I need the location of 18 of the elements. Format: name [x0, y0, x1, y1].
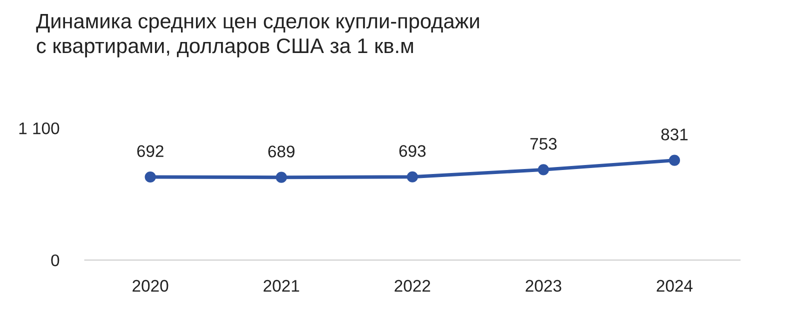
- x-tick-label: 2020: [132, 280, 168, 292]
- data-label: 693: [399, 145, 426, 157]
- data-label: 689: [268, 146, 294, 158]
- point: [538, 164, 549, 176]
- data-label: 692: [137, 145, 164, 158]
- x-tick-label: 2024: [656, 280, 693, 292]
- y-tick-label: 0: [51, 254, 60, 266]
- point: [144, 171, 156, 183]
- point: [406, 171, 418, 182]
- chart-title: Динамика средних цен сделок купли-продажи с квартирами, долларов США за 1 кв.м: [36, 14, 479, 58]
- data-label: 753: [530, 138, 557, 150]
- x-tick-label: 2021: [264, 280, 300, 292]
- y-tick-label: 1 100: [19, 122, 60, 134]
- point: [668, 154, 680, 166]
- x-tick-label: 2023: [526, 280, 562, 292]
- data-label: 831: [661, 128, 688, 140]
- point: [276, 172, 287, 183]
- x-tick-label: 2022: [394, 280, 430, 292]
